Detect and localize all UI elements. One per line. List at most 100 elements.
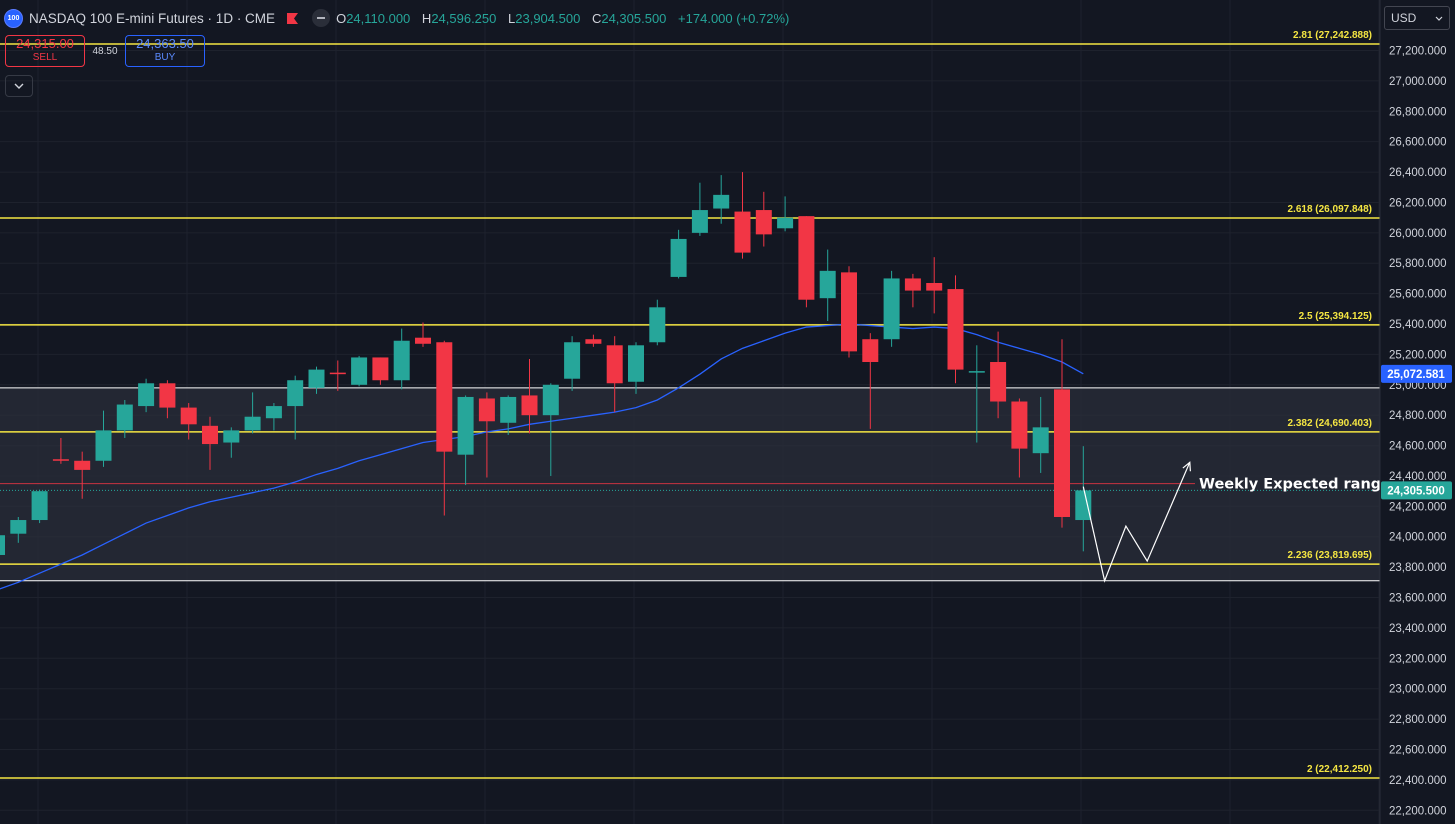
fib-level-label: 2.382 (24,690.403): [1287, 418, 1372, 429]
open-label: O: [336, 10, 347, 26]
candle: [926, 257, 943, 314]
candle: [244, 392, 261, 434]
price-axis-tick-label: 26,200.000: [1389, 197, 1447, 209]
candle: [1032, 396, 1049, 473]
candle: [351, 355, 368, 387]
price-axis-tick-label: 25,400.000: [1389, 319, 1447, 331]
candle: [713, 175, 730, 224]
candle-body: [904, 278, 921, 291]
candle-body: [1032, 427, 1049, 454]
candle: [159, 380, 176, 419]
candle: [457, 395, 474, 486]
close-value: 24,305.500: [601, 10, 667, 26]
price-axis-tick-label: 25,200.000: [1389, 349, 1447, 361]
price-axis-tick-label: 26,400.000: [1389, 167, 1447, 179]
candle-body: [138, 383, 155, 407]
symbol-logo-icon[interactable]: 100: [4, 8, 23, 28]
price-axis-tick-label: 24,000.000: [1389, 532, 1447, 544]
symbol-title[interactable]: NASDAQ 100 E-mini Futures · 1D · CME: [29, 10, 276, 26]
candle: [287, 375, 304, 440]
expected-range-annotation: Weekly Expected range: [1199, 477, 1391, 493]
candle-body: [0, 535, 5, 555]
price-axis-tick-label: 22,600.000: [1389, 744, 1447, 756]
candle-body: [777, 217, 794, 229]
currency-label: USD: [1391, 11, 1417, 25]
candle: [649, 299, 666, 346]
fib-level-label: 2.5 (25,394.125): [1299, 311, 1372, 322]
price-axis-tick-label: 23,400.000: [1389, 623, 1447, 635]
price-axis-tick-label: 25,800.000: [1389, 258, 1447, 270]
collapse-legend-button[interactable]: [5, 75, 33, 97]
last-price-tag: [1381, 481, 1452, 500]
candle-body: [308, 369, 325, 388]
fib-level-label: 2.618 (26,097.848): [1287, 204, 1372, 215]
candle: [1011, 398, 1028, 478]
fib-level-label: 2.81 (27,242.888): [1293, 30, 1372, 41]
currency-select[interactable]: USD: [1384, 6, 1450, 30]
candle-body: [31, 491, 48, 521]
candle-body: [670, 238, 687, 277]
candle-body: [351, 357, 368, 385]
candle-body: [628, 345, 644, 382]
candle-body: [926, 282, 943, 291]
candle: [841, 266, 857, 358]
candle-body: [10, 520, 27, 534]
change-value: +174.000 (+0.72%): [678, 10, 790, 26]
buy-label: BUY: [154, 52, 176, 63]
candle: [372, 357, 389, 385]
expected-range-zone: [0, 387, 1380, 581]
candle: [436, 340, 453, 516]
candle: [542, 383, 559, 476]
candle-body: [52, 459, 69, 461]
price-axis-tick-label: 22,400.000: [1389, 775, 1447, 787]
fib-level-label: 2 (22,412.250): [1307, 764, 1372, 775]
candle: [777, 196, 794, 232]
candle: [500, 395, 517, 435]
candle: [947, 275, 964, 384]
candle-body: [990, 362, 1007, 402]
price-axis-background: [1380, 0, 1455, 824]
candle-body: [755, 210, 772, 235]
ma-value-label: 25,072.581: [1387, 369, 1445, 381]
candle: [691, 182, 708, 236]
hide-indicator-button[interactable]: [312, 9, 331, 27]
candle-body: [713, 194, 730, 209]
spread-value: 48.50: [92, 45, 118, 57]
candle-body: [223, 430, 240, 443]
candle-body: [564, 342, 581, 379]
minus-icon: [317, 17, 326, 19]
candle: [606, 336, 623, 413]
candle: [968, 345, 985, 443]
candle-body: [606, 345, 623, 384]
candle: [138, 378, 155, 413]
price-axis-tick-label: 23,600.000: [1389, 593, 1447, 605]
candle-body: [1075, 490, 1092, 521]
price-axis-tick-label: 24,400.000: [1389, 471, 1447, 483]
candles: [0, 172, 1092, 555]
candle-body: [436, 342, 453, 452]
candle: [202, 416, 218, 470]
candle-body: [95, 430, 112, 461]
candle: [52, 437, 69, 464]
candle-body: [287, 380, 304, 407]
price-axis-tick-label: 23,200.000: [1389, 653, 1447, 665]
candle-body: [393, 340, 410, 381]
price-axis-tick-label: 22,200.000: [1389, 805, 1447, 817]
candle: [862, 333, 879, 429]
candle-body: [478, 398, 495, 422]
candle: [223, 427, 240, 458]
price-axis-tick-label: 22,800.000: [1389, 714, 1447, 726]
price-axis-tick-label: 23,800.000: [1389, 562, 1447, 574]
price-axis-tick-label: 24,600.000: [1389, 441, 1447, 453]
candle: [734, 172, 751, 259]
candle: [308, 366, 325, 394]
candle-body: [883, 278, 900, 340]
candle-body: [862, 339, 879, 363]
candle: [585, 334, 602, 347]
candle: [1075, 446, 1092, 552]
buy-button[interactable]: 24,363.50 BUY: [125, 35, 205, 67]
candle-body: [947, 289, 964, 370]
sell-button[interactable]: 24,315.00 SELL: [5, 35, 85, 67]
flag-icon[interactable]: [287, 12, 299, 24]
